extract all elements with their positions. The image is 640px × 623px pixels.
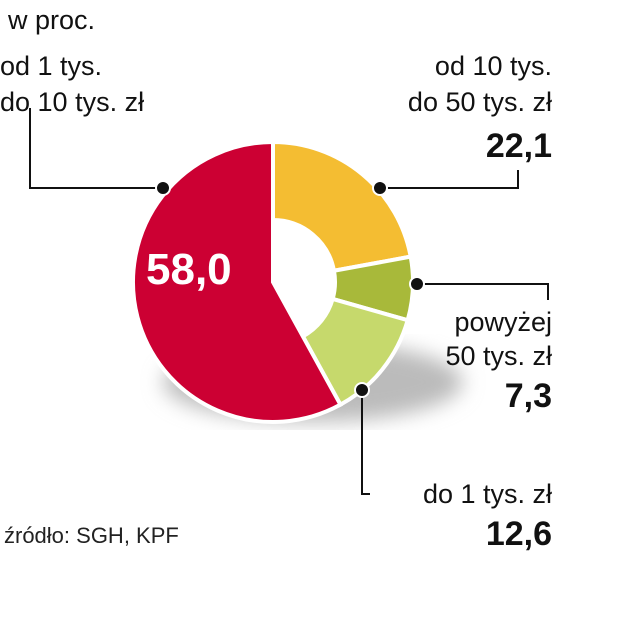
label-10-50k-line1: od 10 tys. [434, 51, 552, 81]
pie-slice [131, 139, 344, 424]
leader-dot [155, 180, 171, 196]
label-10-50k-line2: do 50 tys. zł [407, 87, 552, 117]
leader-line [417, 283, 549, 300]
value-10-50k: 22,1 [485, 127, 552, 165]
label-1-10k-line2: do 10 tys. zł [0, 87, 145, 117]
leader-dot [372, 180, 388, 196]
pie-slice [271, 139, 414, 274]
unit-label: w proc. [8, 5, 96, 35]
leader-dot [354, 382, 370, 398]
leader-line [29, 108, 163, 189]
leader-line [380, 170, 519, 189]
pie-slice [300, 296, 411, 408]
value-1-10k: 58,0 [146, 245, 232, 294]
value-up-to-1k: 12,6 [485, 515, 552, 553]
value-over-50k: 7,3 [504, 377, 552, 415]
label-1-10k-line1: od 1 tys. [0, 51, 103, 81]
label-over-50k-line2: 50 tys. zł [445, 341, 552, 371]
source-note: źródło: SGH, KPF [4, 523, 179, 548]
leader-dot [409, 276, 425, 292]
leader-line [361, 390, 370, 495]
label-over-50k-line1: powyżej [454, 307, 552, 337]
label-up-to-1k: do 1 tys. zł [422, 479, 552, 509]
